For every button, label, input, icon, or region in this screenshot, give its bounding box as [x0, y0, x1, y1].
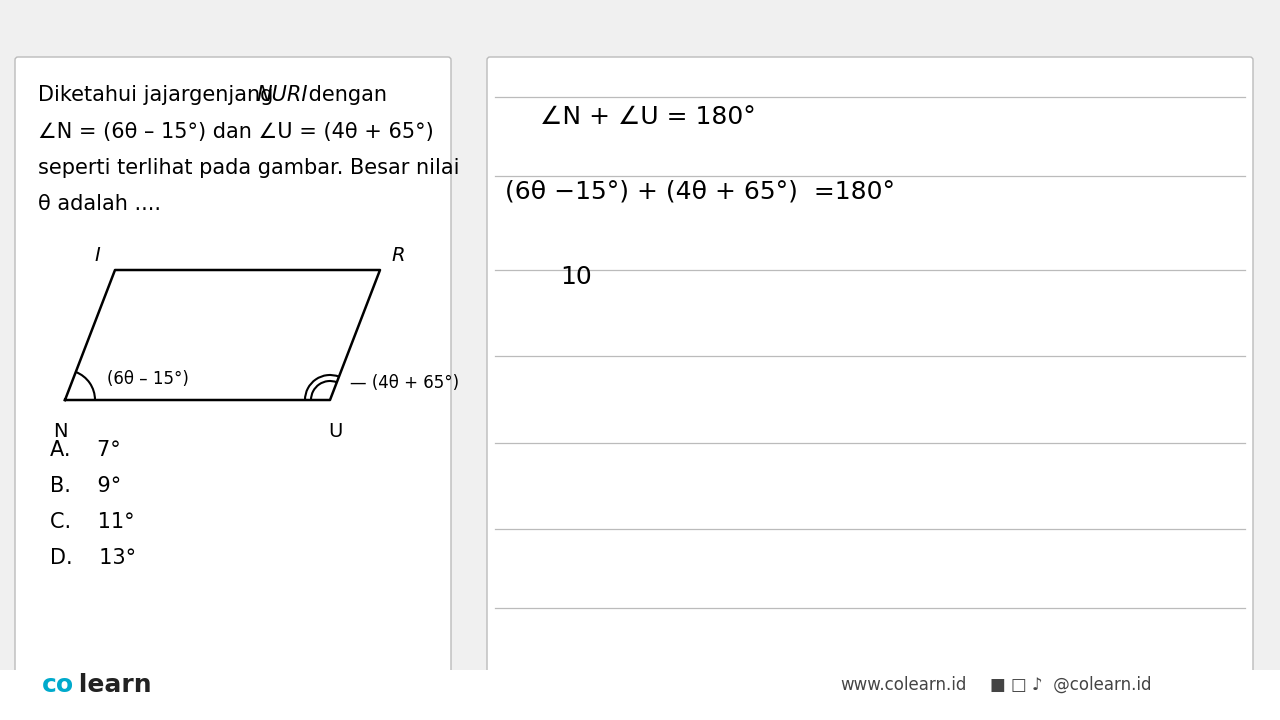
Text: 10: 10 — [561, 265, 591, 289]
Text: A.    7°: A. 7° — [50, 440, 120, 460]
Text: C.    11°: C. 11° — [50, 512, 134, 532]
Text: seperti terlihat pada gambar. Besar nilai: seperti terlihat pada gambar. Besar nila… — [38, 158, 460, 178]
Text: — (4θ + 65°): — (4θ + 65°) — [349, 374, 460, 392]
Text: θ adalah ....: θ adalah .... — [38, 194, 161, 214]
Text: (6θ – 15°): (6θ – 15°) — [108, 370, 189, 388]
Text: ■ □ ♪  @colearn.id: ■ □ ♪ @colearn.id — [989, 676, 1152, 694]
Text: I: I — [95, 246, 100, 265]
Bar — [0, 670, 1280, 720]
Text: (6θ −15°) + (4θ + 65°)  =180°: (6θ −15°) + (4θ + 65°) =180° — [506, 180, 895, 204]
Text: R: R — [392, 246, 404, 265]
Text: www.colearn.id: www.colearn.id — [840, 676, 966, 694]
Text: dengan: dengan — [302, 85, 387, 105]
Text: D.    13°: D. 13° — [50, 548, 136, 568]
Text: ∠N + ∠U = 180°: ∠N + ∠U = 180° — [540, 105, 755, 129]
Text: N: N — [52, 422, 68, 441]
Text: B.    9°: B. 9° — [50, 476, 122, 496]
FancyBboxPatch shape — [486, 57, 1253, 673]
Text: co: co — [42, 673, 74, 697]
Text: Diketahui jajargenjang: Diketahui jajargenjang — [38, 85, 280, 105]
Text: ∠N = (6θ – 15°) dan ∠U = (4θ + 65°): ∠N = (6θ – 15°) dan ∠U = (4θ + 65°) — [38, 122, 434, 142]
Text: U: U — [328, 422, 342, 441]
Text: NURI: NURI — [256, 85, 307, 105]
Text: learn: learn — [70, 673, 151, 697]
FancyBboxPatch shape — [15, 57, 451, 673]
